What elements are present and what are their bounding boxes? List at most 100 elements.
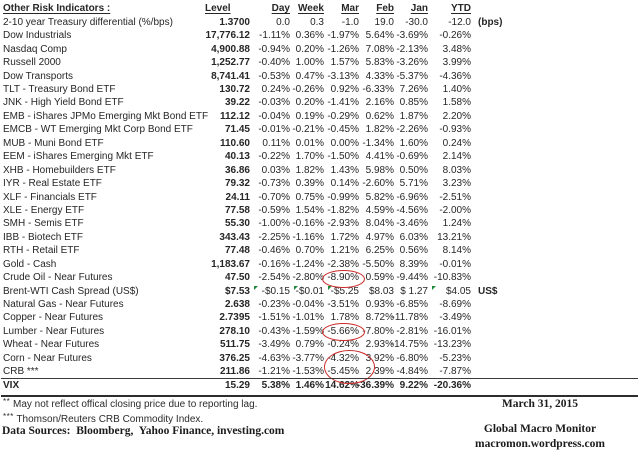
cell-level: 17,776.12	[205, 30, 251, 42]
cell-day: 0.03%	[261, 164, 290, 176]
cell-feb: 19.0	[374, 16, 394, 28]
cell-jan: -4.84%	[396, 366, 428, 378]
cell-mar: 14.62%	[325, 379, 359, 391]
cell-feb: 5.64%	[365, 30, 394, 42]
cell-ytd: 3.23%	[442, 178, 471, 190]
cell-feb: -36.39%	[356, 379, 394, 391]
cell-week: -1.59%	[292, 325, 324, 337]
cell-level: $7.53	[224, 285, 250, 297]
cell-feb: -6.33%	[362, 84, 394, 95]
footnote-text: May not reflect offical closing price du…	[10, 399, 258, 410]
table-title: Other Risk Indicators :	[3, 3, 111, 15]
cell-level: 71.45	[224, 124, 250, 136]
cell-feb: 8.72%	[365, 312, 394, 324]
footnote-marker: ***	[3, 412, 14, 421]
row-label: XLF - Financials ETF	[3, 191, 97, 203]
cell-jan: 0.50%	[399, 164, 428, 176]
cell-day: -0.94%	[258, 43, 290, 55]
column-header-week: Week	[298, 3, 324, 15]
cell-mar: 0.14%	[330, 178, 359, 190]
table-row: MUB - Muni Bond ETF 110.60 0.11% 0.01% 0.00%…	[2, 137, 508, 150]
footnote-text: Thomson/Reuters CRB Commodity Index.	[13, 414, 204, 425]
cell-day: -0.04%	[258, 110, 290, 122]
cell-ytd: -4.36%	[439, 70, 471, 82]
brand-name: Global Macro Monitor	[483, 423, 597, 435]
row-label: Brent-WTI Cash Spread (US$)	[3, 285, 139, 297]
cell-day: -2.25%	[258, 231, 290, 243]
cell-week: 1.00%	[295, 57, 324, 69]
row-label: SMH - Semis ETF	[3, 218, 84, 230]
footnote-crb-index: *** Thomson/Reuters CRB Commodity Index.	[3, 412, 204, 425]
row-label: Corn - Near Futures	[3, 352, 92, 364]
cell-ytd: 0.24%	[442, 137, 471, 149]
cell-level: 55.30	[224, 218, 250, 230]
table-row: EMB - iShares JPMo Emerging Mkt Bond ETF…	[2, 110, 508, 123]
row-label: Lumber - Near Futures	[3, 325, 105, 337]
cell-week: -1.01%	[292, 312, 324, 324]
data-sources-line: Data Sources: Bloomberg, Yahoo Finance, …	[2, 425, 285, 437]
cell-jan: -3.69%	[396, 30, 428, 42]
cell-day: -0.43%	[258, 325, 290, 337]
table-row: Lumber - Near Futures 278.10 -0.43% -1.59% -…	[2, 325, 508, 338]
cell-jan: 7.26%	[399, 84, 428, 95]
cell-day: -0.16%	[258, 258, 290, 270]
cell-week: 0.79%	[295, 339, 324, 351]
table-row: CRB *** 211.86 -1.21% -1.53% -5.45% 2.39% -4.8…	[2, 365, 508, 378]
cell-jan: -0.69%	[396, 151, 428, 163]
cell-day: 5.38%	[261, 379, 290, 391]
table-row: Natural Gas - Near Futures 2.638 -0.23% -0.…	[2, 298, 508, 311]
cell-level: 8,741.41	[211, 70, 250, 82]
row-label: EEM - iShares Emerging Mkt ETF	[3, 151, 154, 163]
cell-level: 1,252.77	[211, 57, 250, 69]
cell-week: -2.80%	[292, 272, 324, 284]
cell-week: -1.16%	[292, 231, 324, 243]
row-label: Russell 2000	[3, 57, 61, 69]
cell-week: -0.26%	[292, 84, 324, 95]
cell-level: 112.12	[219, 110, 250, 122]
cell-mar: -1.0	[341, 16, 359, 28]
cell-mar: -0.45%	[327, 124, 359, 136]
row-label: JNK - High Yield Bond ETF	[3, 97, 124, 109]
cell-feb: 4.59%	[365, 204, 394, 216]
cell-feb: 5.83%	[365, 57, 394, 69]
table-row: Dow Industrials 17,776.12 -1.11% 0.36% -1.97…	[2, 29, 508, 42]
cell-feb: 3.92%	[365, 352, 394, 364]
cell-day: -$0.15	[252, 286, 292, 297]
cell-feb: 8.04%	[365, 218, 394, 230]
column-header-day: Day	[271, 3, 290, 15]
cell-note: US$	[478, 285, 498, 297]
cell-week: 1.70%	[295, 151, 324, 163]
cell-mar: -1.41%	[327, 97, 359, 109]
cell-feb: 4.41%	[365, 151, 394, 163]
cell-level: 79.32	[224, 178, 250, 190]
cell-level: 511.75	[219, 339, 250, 351]
cell-week: 1.82%	[295, 164, 324, 176]
cell-feb: -2.60%	[362, 178, 394, 190]
cell-day: -0.03%	[258, 97, 290, 109]
cell-feb: $8.03	[368, 285, 394, 297]
cell-mar: 1.57%	[330, 57, 359, 69]
cell-ytd: -5.23%	[439, 352, 471, 364]
footnote-closing-price: ** May not reflect offical closing price…	[3, 397, 258, 410]
cell-ytd: -7.87%	[439, 366, 471, 378]
column-header-level: Level	[205, 3, 231, 15]
cell-week: -1.24%	[292, 258, 324, 270]
cell-ytd: -0.26%	[439, 30, 471, 42]
cell-feb: 5.82%	[365, 191, 394, 203]
cell-feb: -7.80%	[362, 325, 394, 337]
cell-level: 343.43	[219, 231, 250, 243]
cell-mar: 1.21%	[330, 245, 359, 257]
cell-feb: 7.08%	[365, 43, 394, 55]
cell-ytd: -20.36%	[433, 379, 471, 391]
cell-level: 77.48	[224, 245, 250, 257]
cell-level: 278.10	[219, 325, 250, 337]
cell-mar: -0.99%	[327, 191, 359, 203]
table-header-row: Other Risk Indicators : Level Day Week M…	[2, 2, 508, 16]
cell-feb: 0.59%	[365, 272, 394, 284]
cell-jan: -11.78%	[391, 312, 428, 324]
cell-ytd: 1.24%	[442, 218, 471, 230]
brand-url: macromon.wordpress.com	[475, 438, 605, 450]
cell-ytd: 3.99%	[442, 57, 471, 69]
cell-mar: -2.38%	[327, 258, 359, 270]
